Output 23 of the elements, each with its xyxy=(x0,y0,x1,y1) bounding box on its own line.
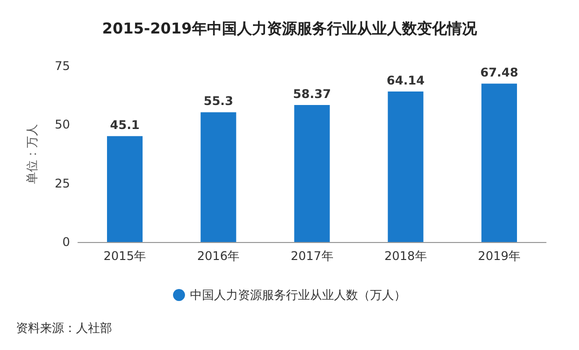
x-tick-label: 2015年 xyxy=(104,249,146,263)
bar xyxy=(200,112,236,242)
bar xyxy=(107,136,143,242)
x-tick-label: 2017年 xyxy=(290,249,334,263)
y-tick-label: 75 xyxy=(54,59,70,73)
data-label: 64.14 xyxy=(386,73,425,88)
data-label: 67.48 xyxy=(480,66,518,80)
data-label: 58.37 xyxy=(293,87,331,102)
x-tick-label: 2018年 xyxy=(384,249,427,263)
y-tick-label: 25 xyxy=(54,176,70,190)
data-label: 55.3 xyxy=(204,94,234,108)
y-tick-label: 0 xyxy=(62,235,70,249)
x-tick-label: 2019年 xyxy=(478,249,520,263)
x-tick-label: 2016年 xyxy=(197,249,240,263)
data-label: 45.1 xyxy=(110,118,140,132)
chart-title: 2015-2019年中国人力资源服务行业从业人数变化情况 xyxy=(102,20,478,38)
y-tick-label: 50 xyxy=(54,118,70,132)
legend-label: 中国人力资源服务行业从业人数（万人） xyxy=(190,288,406,302)
bar xyxy=(388,91,424,242)
y-axis-title: 单位：万人 xyxy=(25,124,39,184)
bar xyxy=(294,105,330,242)
text: 资料来源：人社部 xyxy=(16,321,112,335)
bar xyxy=(481,84,517,242)
